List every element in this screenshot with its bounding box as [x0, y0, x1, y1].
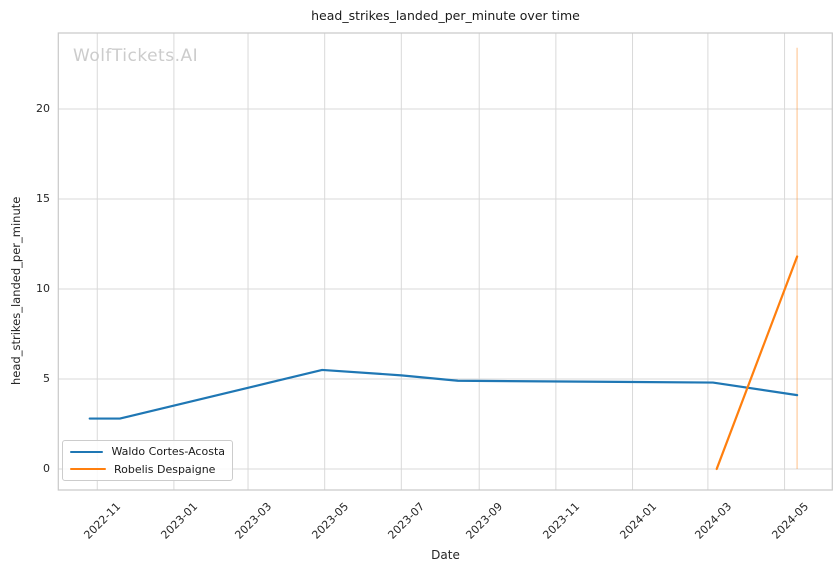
y-tick-label: 15	[36, 191, 50, 205]
legend-label: Robelis Despaigne	[114, 462, 216, 476]
y-tick-label: 20	[36, 101, 50, 115]
legend-line-swatch	[70, 467, 106, 471]
y-axis-label: head_strikes_landed_per_minute	[9, 196, 23, 385]
watermark: WolfTickets.AI	[73, 46, 199, 66]
series-line-waldo-cortes-acosta	[88, 368, 799, 420]
legend-item: Robelis Despaigne	[70, 463, 225, 476]
chart-title: head_strikes_landed_per_minute over time	[311, 8, 580, 23]
x-axis-label: Date	[431, 548, 460, 562]
legend: Waldo Cortes-Acosta Robelis Despaigne	[62, 440, 233, 481]
y-tick-label: 5	[43, 371, 50, 385]
plot-border	[57, 32, 833, 491]
legend-item: Waldo Cortes-Acosta	[70, 445, 225, 458]
y-tick-label: 10	[36, 281, 50, 295]
series-line-robelis-despaigne	[715, 255, 799, 471]
legend-line-swatch	[70, 450, 104, 454]
y-tick-label: 0	[43, 461, 50, 475]
legend-label: Waldo Cortes-Acosta	[111, 445, 225, 459]
